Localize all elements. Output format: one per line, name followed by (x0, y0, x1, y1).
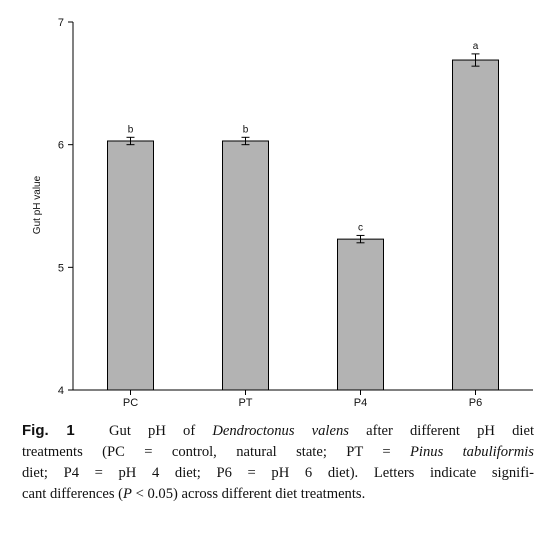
caption-text: after different pH diet (348, 423, 534, 439)
y-tick-label: 5 (58, 262, 64, 274)
caption-p-symbol: P (123, 486, 132, 502)
y-tick-label: 4 (58, 385, 64, 397)
caption-text: treatments (PC = control, natural state;… (22, 444, 411, 460)
bar-pt (222, 140, 269, 391)
figure-label: Fig. 1 (22, 422, 75, 439)
chart-bars: b b c a (107, 41, 499, 391)
caption-species-name: Dendroctonus valens (212, 423, 349, 439)
x-tick-label: PT (238, 397, 252, 409)
x-tick-label: PC (123, 397, 138, 409)
caption-line-3: diet; P4 = pH 4 diet; P6 = pH 6 diet). L… (22, 463, 534, 484)
y-axis-label: Gut pH value (32, 175, 43, 234)
caption-species-name: Pinus tabuliformis (410, 444, 534, 460)
figure-caption: Fig. 1 Gut pH of Dendroctonus valens aft… (22, 420, 534, 505)
y-tick-label: 7 (58, 17, 64, 29)
x-tick-label: P6 (469, 397, 482, 409)
bar-p4 (337, 238, 384, 391)
bar-pc (107, 140, 154, 391)
caption-text: Gut pH of (109, 423, 213, 439)
caption-line-1: Fig. 1 Gut pH of Dendroctonus valens aft… (22, 420, 534, 442)
caption-text: cant differences ( (22, 486, 124, 502)
bar-chart: 4 5 6 7 PC PT P4 P6 b b c a Gut pH value (32, 17, 533, 409)
bar-p6 (452, 59, 499, 391)
caption-line-2: treatments (PC = control, natural state;… (22, 442, 534, 463)
caption-text: < 0.05) across different diet treatments… (131, 486, 366, 502)
significance-label-pt: b (243, 124, 249, 135)
caption-line-4: cant differences (P < 0.05) across diffe… (22, 484, 534, 505)
significance-label-p6: a (473, 41, 479, 52)
caption-text: diet; P4 = pH 4 diet; P6 = pH 6 diet). L… (22, 465, 534, 481)
y-tick-label: 6 (58, 140, 64, 152)
x-tick-label: P4 (354, 397, 367, 409)
significance-label-p4: c (358, 222, 363, 233)
significance-label-pc: b (128, 124, 134, 135)
